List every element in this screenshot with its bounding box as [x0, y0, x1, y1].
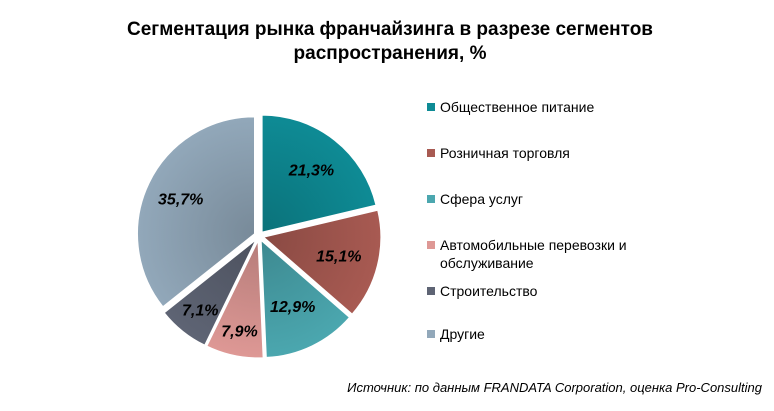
- chart-title-line-1: Сегментация рынка франчайзинга в разрезе…: [127, 19, 653, 40]
- pie-slice-6: [136, 116, 255, 308]
- chart-title-line-2: распространения, %: [293, 43, 487, 64]
- pie-slice-3: [260, 239, 351, 358]
- source-note: Источник: по данным FRANDATA Corporation…: [347, 380, 762, 395]
- pie-slice-2: [262, 209, 382, 315]
- data-label-1: 21,3%: [288, 163, 334, 180]
- data-label-6: 35,7%: [158, 191, 203, 208]
- data-label-2: 15,1%: [316, 249, 361, 266]
- chart-title: Сегментация рынка франчайзинга в разрезе…: [90, 18, 690, 66]
- pie-slice-1: [261, 114, 377, 233]
- data-label-5: 7,1%: [182, 302, 218, 319]
- pie-slice-4: [206, 240, 264, 359]
- pie-slice-5: [163, 239, 257, 346]
- data-label-4: 7,9%: [221, 323, 257, 340]
- data-label-3: 12,9%: [270, 299, 315, 316]
